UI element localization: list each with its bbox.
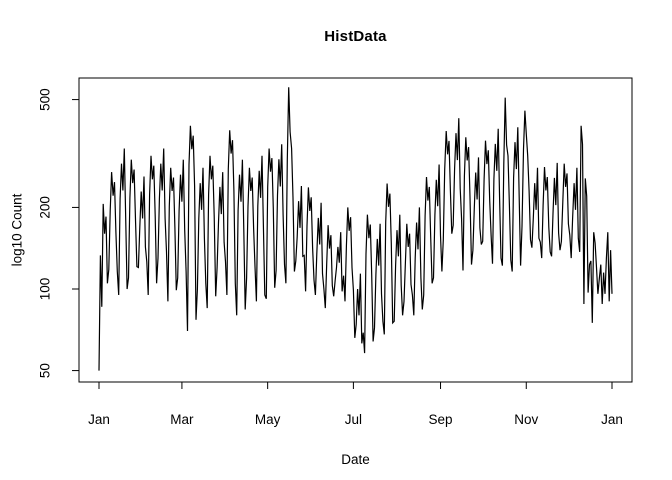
y-axis-title-text: log10 Count (9, 193, 25, 267)
y-tick-label: 500 (38, 88, 53, 111)
y-tick-label: 100 (38, 278, 53, 301)
data-line (98, 87, 613, 371)
y-tick-label: 50 (38, 363, 53, 378)
chart-title: HistData (324, 28, 387, 45)
x-tick-label: Jan (601, 412, 623, 427)
plot-box (78, 77, 633, 383)
x-tick-label: Sep (429, 412, 453, 427)
x-tick-label: Nov (514, 412, 538, 427)
x-axis-title: Date (341, 452, 370, 467)
y-tick-label: 200 (38, 196, 53, 219)
x-tick-label: May (255, 412, 281, 427)
x-tick-label: Mar (170, 412, 194, 427)
x-tick-label: Jul (345, 412, 362, 427)
x-tick-label: Jan (88, 412, 110, 427)
